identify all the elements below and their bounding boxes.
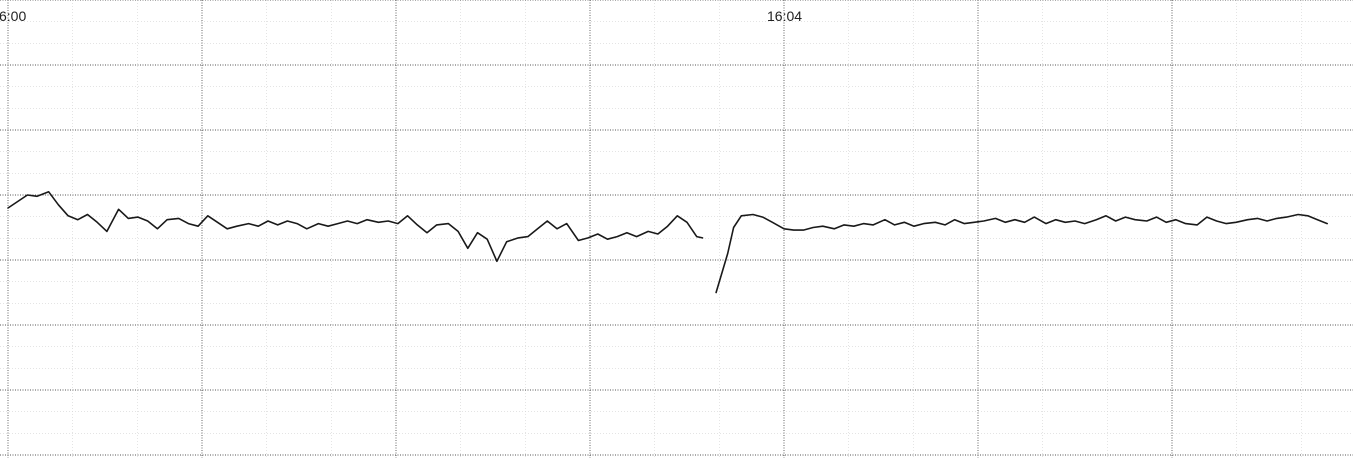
time-label: 6:00	[0, 8, 26, 24]
trace-line	[715, 213, 1328, 294]
trace-group	[7, 191, 1328, 294]
time-label: 16:04	[767, 8, 802, 24]
trace-line	[7, 191, 704, 263]
time-labels: 6:00 16:04	[0, 8, 802, 24]
